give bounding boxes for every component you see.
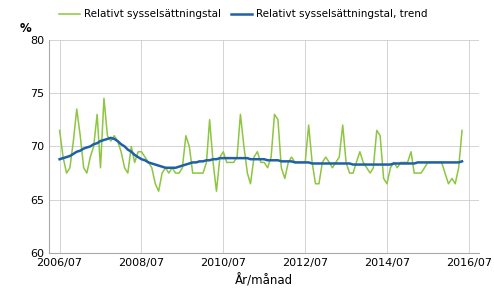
Line: Relativt sysselsättningstal, trend: Relativt sysselsättningstal, trend	[60, 138, 462, 168]
Legend: Relativt sysselsättningstal, Relativt sysselsättningstal, trend: Relativt sysselsättningstal, Relativt sy…	[55, 5, 432, 23]
Line: Relativt sysselsättningstal: Relativt sysselsättningstal	[60, 98, 462, 191]
X-axis label: År/månad: År/månad	[235, 274, 293, 287]
Text: %: %	[19, 22, 31, 35]
